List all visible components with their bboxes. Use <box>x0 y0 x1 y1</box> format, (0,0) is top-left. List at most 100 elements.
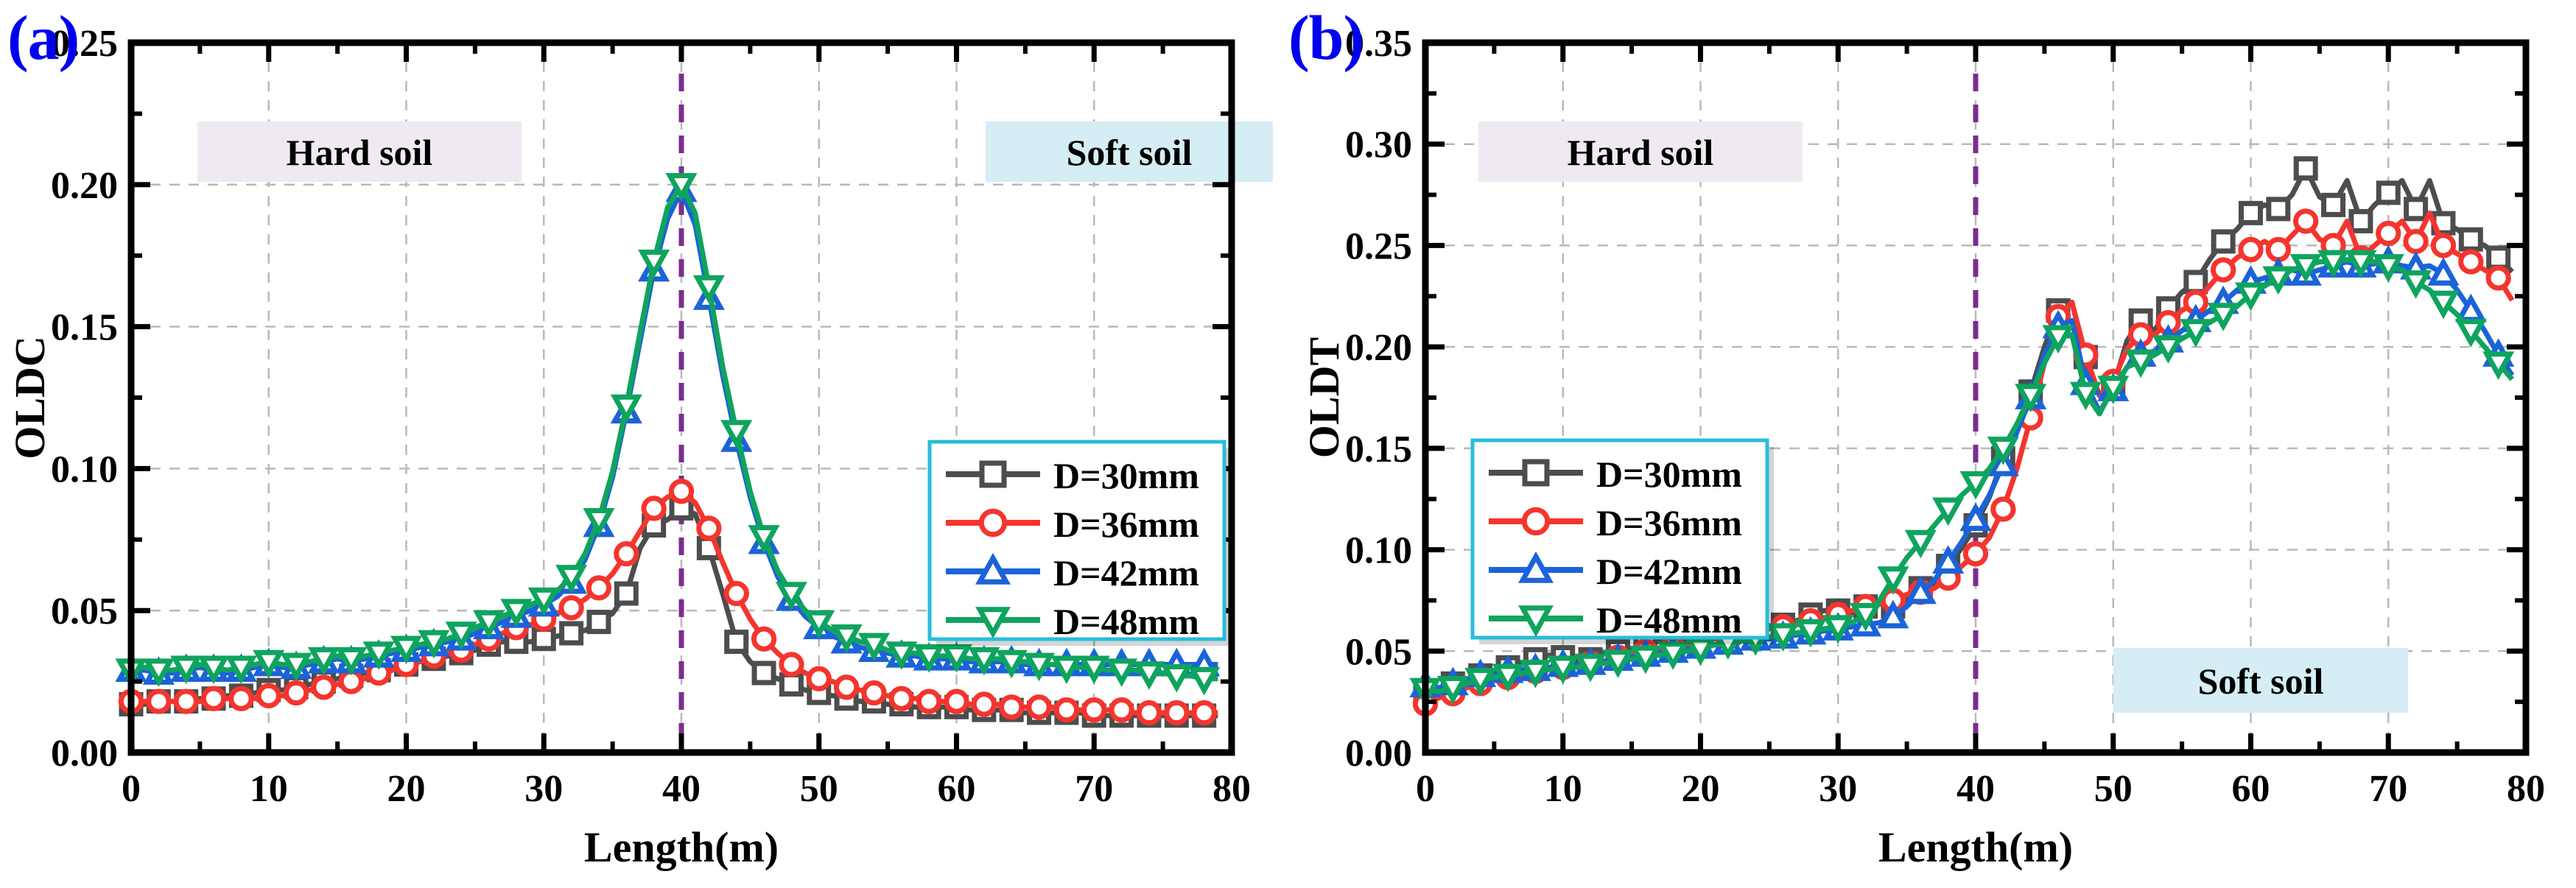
legend[interactable]: D=30mm D=36mm D=42mm D=48mm <box>1470 438 1774 644</box>
series-D=48mm <box>115 172 1221 696</box>
data-point-triangle-down <box>968 646 1000 676</box>
data-point-triangle-down <box>2207 303 2239 331</box>
axis-ticks: 0 10 20 30 40 50 60 70 80 0.00 0.05 0.10 0.15 0.20 0.2… <box>1345 23 2545 810</box>
legend-item-D=42mm[interactable]: D=42mm <box>1489 551 1742 592</box>
data-point-square <box>779 672 804 697</box>
data-point-square <box>559 621 584 646</box>
legend-label: D=42mm <box>1596 551 1742 592</box>
data-point-triangle-up <box>1877 599 1909 629</box>
data-point-circle <box>916 688 942 714</box>
data-point-circle <box>586 575 612 601</box>
legend-item-D=36mm[interactable]: D=36mm <box>1489 502 1742 543</box>
data-point-circle <box>971 691 997 717</box>
data-point-triangle-down <box>995 649 1028 679</box>
data-point-triangle-down <box>2069 381 2102 411</box>
soft-soil-box <box>986 121 1273 182</box>
hard-soil-label: Hard soil <box>287 132 433 173</box>
data-point-circle <box>999 694 1025 720</box>
soil-annotations: Hard soil Soft soil <box>1478 121 2408 713</box>
data-point-triangle-down <box>665 172 698 202</box>
data-point-triangle-down <box>2400 270 2432 299</box>
data-point-circle <box>558 595 584 621</box>
y-axis-title: OLDT <box>1300 337 1348 458</box>
data-point-circle <box>146 688 172 714</box>
data-point-triangle-down <box>2234 282 2267 311</box>
data-point-circle <box>2458 249 2484 275</box>
data-point-triangle-down <box>1987 437 2019 465</box>
y-tick-label: 0.25 <box>51 23 118 65</box>
y-axis-title: OLDC <box>6 336 54 459</box>
data-point-triangle-down <box>2015 384 2047 413</box>
data-point-triangle-up <box>1518 551 1554 583</box>
data-point-triangle-down <box>1492 663 1524 693</box>
data-point-circle <box>2403 228 2429 255</box>
data-point-circle <box>1109 697 1134 723</box>
data-point-triangle-down <box>500 599 533 627</box>
y-tick-label: 0.15 <box>51 307 118 349</box>
panel-a: (a) Hard soil Soft soil 0 10 20 30 40 50 60 70 80 0… <box>6 6 1273 871</box>
data-point-triangle-down <box>830 624 863 653</box>
data-point-triangle-down <box>2372 254 2404 283</box>
data-point-square <box>979 460 1007 488</box>
data-point-triangle-down <box>1547 655 1579 685</box>
data-point-circle <box>696 515 722 541</box>
soil-annotations: Hard soil Soft soil <box>197 121 1273 182</box>
data-point-triangle-down <box>1959 471 1992 500</box>
data-point-triangle-up <box>2427 257 2460 286</box>
legend[interactable]: D=30mm D=36mm D=42mm D=48mm <box>927 440 1231 646</box>
legend-item-D=48mm[interactable]: D=48mm <box>946 601 1199 642</box>
data-point-circle <box>751 626 777 652</box>
data-point-square <box>2266 197 2291 222</box>
data-point-triangle-down <box>748 525 780 554</box>
data-point-triangle-down <box>1133 661 1165 690</box>
data-point-square <box>2321 192 2346 217</box>
data-point-square <box>751 660 776 686</box>
data-point-circle <box>2238 236 2264 263</box>
data-point-triangle-down <box>2345 250 2377 279</box>
legend-item-D=36mm[interactable]: D=36mm <box>946 504 1199 545</box>
data-point-circle <box>1521 507 1551 536</box>
data-point-square <box>724 630 749 655</box>
x-tick-label: 20 <box>387 768 426 810</box>
data-point-triangle-up <box>975 552 1011 585</box>
data-point-triangle-down <box>2289 254 2322 283</box>
series-group <box>115 172 1221 728</box>
data-point-triangle-up <box>1904 575 1937 605</box>
x-tick-label: 50 <box>800 768 838 810</box>
x-axis-title: Length(m) <box>584 823 779 871</box>
data-point-square <box>614 581 639 606</box>
x-tick-label: 70 <box>2369 768 2407 810</box>
data-point-triangle-down <box>307 646 340 676</box>
data-point-triangle-down <box>857 632 891 662</box>
legend-item-D=30mm[interactable]: D=30mm <box>946 455 1199 496</box>
data-point-triangle-down <box>885 641 918 670</box>
data-point-triangle-down <box>1766 623 1800 652</box>
data-point-circle <box>200 686 227 711</box>
data-point-triangle-down <box>720 420 753 449</box>
data-point-circle <box>2293 208 2319 234</box>
legend-label: D=42mm <box>1053 552 1199 593</box>
y-tick-label: 0.00 <box>51 733 118 775</box>
data-point-triangle-down <box>1022 652 1056 682</box>
data-point-square <box>2211 229 2236 254</box>
data-point-circle <box>1962 540 1989 567</box>
data-point-square <box>2293 156 2318 181</box>
data-point-circle <box>641 496 667 521</box>
x-tick-label: 30 <box>1819 768 1857 810</box>
data-point-triangle-down <box>472 610 505 639</box>
data-point-triangle-down <box>1518 605 1554 638</box>
data-point-circle <box>944 688 969 714</box>
legend-item-D=30mm[interactable]: D=30mm <box>1489 454 1742 495</box>
legend-item-D=42mm[interactable]: D=42mm <box>946 552 1199 593</box>
data-point-triangle-down <box>280 652 312 682</box>
data-point-circle <box>2485 265 2511 291</box>
data-point-circle <box>668 479 695 504</box>
data-point-triangle-down <box>1657 641 1689 670</box>
data-point-square <box>1522 459 1550 487</box>
data-point-triangle-down <box>170 655 203 685</box>
x-tick-label: 80 <box>2507 768 2545 810</box>
legend-item-D=48mm[interactable]: D=48mm <box>1489 599 1742 641</box>
x-tick-label: 80 <box>1212 768 1251 810</box>
